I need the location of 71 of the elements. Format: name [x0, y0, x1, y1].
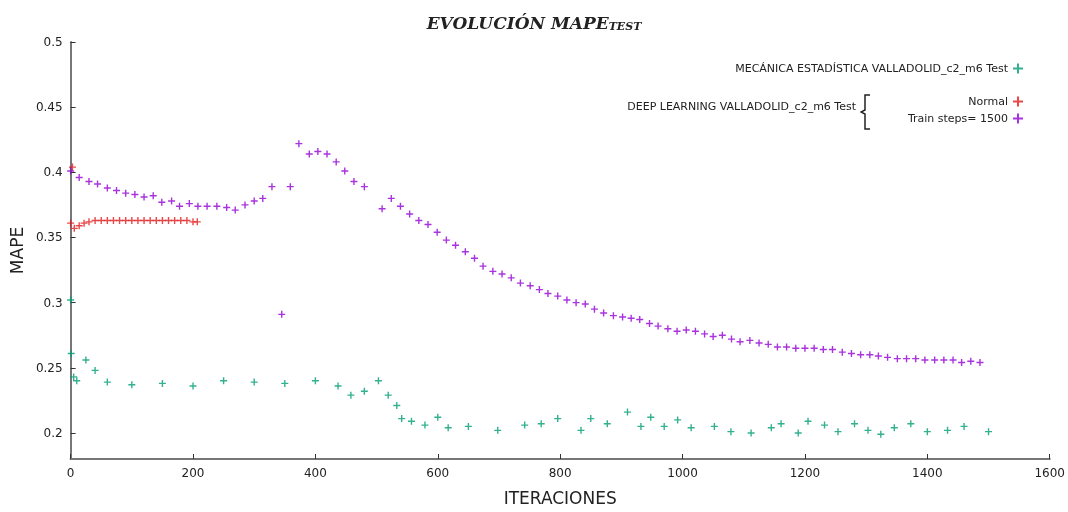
- x-tick-label: 1600: [1034, 466, 1065, 480]
- x-tick-label: 0: [66, 466, 75, 480]
- y-tick-label: 0.2: [43, 425, 63, 440]
- legend-label: Normal: [968, 95, 1008, 108]
- point: [334, 382, 342, 390]
- point: [189, 382, 197, 390]
- x-tick-label: 1000: [667, 466, 698, 480]
- point: [727, 428, 735, 436]
- point: [577, 426, 585, 434]
- y-axis-title: MAPE: [6, 226, 27, 275]
- point: [128, 381, 136, 389]
- point: [603, 420, 611, 428]
- point: [80, 219, 88, 227]
- x-tick-label: 1400: [912, 466, 943, 480]
- point: [864, 426, 872, 434]
- point: [804, 417, 812, 425]
- point: [444, 424, 452, 432]
- point: [960, 422, 968, 430]
- point: [877, 430, 885, 438]
- point: [67, 219, 75, 227]
- point: [128, 217, 136, 225]
- point: [75, 222, 83, 230]
- point: [85, 218, 93, 226]
- x-axis-title: ITERACIONES: [503, 487, 617, 508]
- point: [103, 378, 111, 386]
- y-tick-label: 0.45: [35, 100, 63, 115]
- point: [91, 366, 99, 374]
- point: [851, 420, 859, 428]
- y-tick-label: 0.25: [35, 360, 63, 375]
- point: [777, 420, 785, 428]
- point: [834, 428, 842, 436]
- y-tick-label: 0.35: [35, 230, 63, 245]
- point: [68, 163, 76, 171]
- annotation: DEEP LEARNING VALLADOLID_c2_m6 Test: [627, 100, 857, 113]
- point: [623, 408, 631, 416]
- point: [91, 217, 99, 225]
- point: [687, 424, 695, 432]
- point: [134, 217, 142, 225]
- point: [146, 217, 154, 225]
- y-tick-label: 0.4: [43, 165, 63, 180]
- point: [73, 377, 81, 385]
- point: [311, 377, 319, 385]
- point: [521, 421, 529, 429]
- point: [140, 217, 148, 225]
- point: [347, 391, 355, 399]
- point: [70, 373, 78, 381]
- point: [82, 356, 90, 364]
- point: [193, 218, 201, 226]
- point: [907, 420, 915, 428]
- point: [220, 377, 228, 385]
- point: [374, 377, 382, 385]
- x-tick-label: 600: [426, 466, 450, 480]
- point: [821, 421, 829, 429]
- legend-label: MECÁNICA ESTADÍSTICA VALLADOLID_c2_m6 Test: [735, 62, 1009, 75]
- x-tick-label: 800: [548, 466, 572, 480]
- x-tick-label: 200: [181, 466, 205, 480]
- point: [384, 391, 392, 399]
- y-tick-label: 0.3: [43, 295, 63, 310]
- point: [537, 420, 545, 428]
- point: [67, 296, 75, 304]
- x-tick-label: 400: [303, 466, 327, 480]
- legend-label: Train steps= 1500: [906, 112, 1008, 125]
- x-tick-label: 1200: [789, 466, 821, 480]
- point: [183, 217, 191, 225]
- point: [637, 422, 645, 430]
- point: [250, 378, 258, 386]
- point: [674, 416, 682, 424]
- point: [747, 429, 755, 437]
- point: [794, 429, 802, 437]
- point: [421, 421, 429, 429]
- y-tick-label: 0.5: [43, 35, 63, 49]
